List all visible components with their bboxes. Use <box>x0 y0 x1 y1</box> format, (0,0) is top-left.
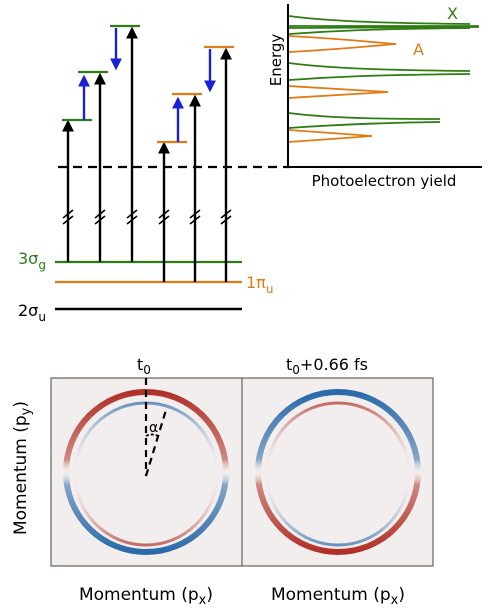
ring-outer <box>255 389 421 555</box>
spectrum-ylabel: Energy <box>267 34 285 87</box>
map-panel-left: α t0 <box>50 355 243 567</box>
x-peak <box>288 25 479 29</box>
energy-level-diagram: 3σg 1πu 2σu <box>18 24 290 324</box>
label-2sigma-u: 2σu <box>18 301 46 324</box>
map-left-xlabel: Momentum (px) <box>79 585 213 608</box>
spectrum-x-peaks <box>288 15 479 129</box>
a-peak <box>288 85 389 99</box>
angle-label: α <box>149 420 158 436</box>
spectrum-label-x: X <box>447 4 458 23</box>
map-left-title: t0 <box>137 355 151 377</box>
a-peak <box>288 129 373 143</box>
map-right-xlabel: Momentum (px) <box>271 585 405 608</box>
map-right-title: t0+0.66 fs <box>286 355 368 377</box>
angle-arc <box>145 433 159 437</box>
label-3sigma-g: 3σg <box>18 249 46 272</box>
x-peak <box>288 112 441 129</box>
a-peak <box>288 35 397 53</box>
x-peak <box>288 15 471 35</box>
spectrum-xlabel: Photoelectron yield <box>312 172 457 190</box>
ring-inner <box>265 401 411 547</box>
map-panel-right: t0+0.66 fs <box>241 355 434 567</box>
axis-break-marks <box>62 209 232 225</box>
final-state-levels <box>62 24 234 144</box>
spectrum-label-a: A <box>413 40 424 59</box>
map-right-background <box>241 377 434 567</box>
momentum-maps: Momentum (py) α t0 t0+0.66 fs Momentum (… <box>11 355 434 608</box>
x-peak <box>288 62 471 81</box>
excitation-arrows-sigma <box>62 26 138 262</box>
spectrum-a-peaks <box>288 35 397 143</box>
photoelectron-spectrum: Energy Photoelectron yield X A <box>267 4 482 190</box>
coupling-arrows <box>78 28 216 142</box>
maps-ylabel: Momentum (py) <box>11 401 34 535</box>
label-1pi-u: 1πu <box>246 273 273 296</box>
